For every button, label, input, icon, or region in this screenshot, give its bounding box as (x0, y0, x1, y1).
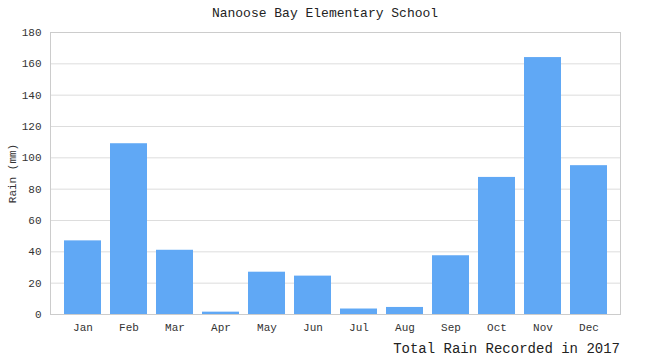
svg-text:80: 80 (28, 184, 41, 196)
svg-text:0: 0 (35, 309, 42, 321)
svg-text:140: 140 (22, 90, 42, 102)
svg-text:Nov: Nov (533, 322, 553, 334)
svg-text:Oct: Oct (487, 322, 507, 334)
svg-text:100: 100 (22, 152, 42, 164)
svg-text:Apr: Apr (211, 322, 231, 334)
svg-text:120: 120 (22, 121, 42, 133)
svg-text:40: 40 (28, 246, 41, 258)
svg-text:May: May (257, 322, 277, 334)
svg-text:Feb: Feb (119, 322, 139, 334)
svg-text:Jun: Jun (303, 322, 323, 334)
svg-text:20: 20 (28, 278, 41, 290)
svg-text:180: 180 (22, 27, 42, 39)
svg-text:Jul: Jul (349, 322, 369, 334)
svg-text:Mar: Mar (165, 322, 185, 334)
svg-text:60: 60 (28, 215, 41, 227)
svg-text:Aug: Aug (395, 322, 415, 334)
svg-text:Sep: Sep (441, 322, 461, 334)
html-text:Total Rain Recorded in 2017: Total Rain Recorded in 2017 (393, 341, 620, 357)
svg-text:Rain (mm): Rain (mm) (7, 144, 19, 203)
svg-text:Dec: Dec (579, 322, 599, 334)
svg-text:160: 160 (22, 58, 42, 70)
html-text:Nanoose Bay Elementary School: Nanoose Bay Elementary School (211, 6, 439, 21)
svg-text:Jan: Jan (73, 322, 93, 334)
